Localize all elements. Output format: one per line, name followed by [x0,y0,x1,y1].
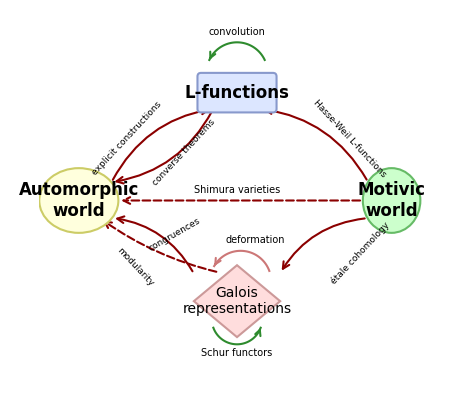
Text: converse theorems: converse theorems [151,118,217,188]
FancyBboxPatch shape [198,73,276,112]
Text: Automorphic
world: Automorphic world [18,181,139,220]
Text: Schur functors: Schur functors [201,348,273,358]
Text: modularity: modularity [115,246,155,288]
Text: étale cohomology: étale cohomology [328,220,391,286]
Text: L-functions: L-functions [184,84,290,101]
Text: Galois
representations: Galois representations [182,286,292,316]
Ellipse shape [39,168,118,233]
Text: Motivic
world: Motivic world [357,181,426,220]
Text: Hasse-Weil L-functions: Hasse-Weil L-functions [312,98,388,178]
Polygon shape [194,265,280,337]
Text: deformation: deformation [225,235,285,245]
Ellipse shape [363,168,420,233]
Text: congruences: congruences [146,216,201,253]
Text: convolution: convolution [209,27,265,37]
Text: Shimura varieties: Shimura varieties [194,185,280,195]
Text: explicit constructions: explicit constructions [90,100,163,177]
